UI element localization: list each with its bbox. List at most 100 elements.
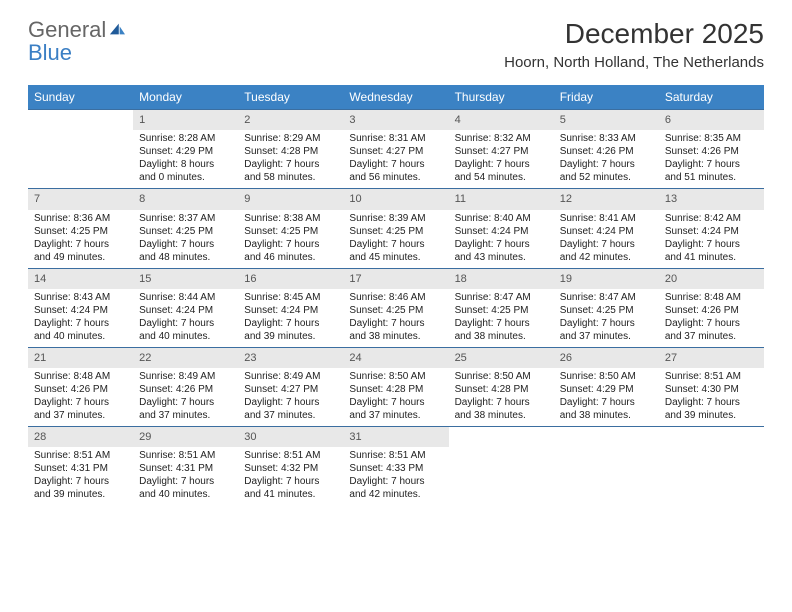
day-number: 1 xyxy=(133,110,238,130)
brand-logo: GeneralBlue xyxy=(28,18,126,64)
sunset-line: Sunset: 4:25 PM xyxy=(349,304,442,317)
sunrise-line: Sunrise: 8:47 AM xyxy=(560,291,653,304)
sunrise-line: Sunrise: 8:35 AM xyxy=(665,132,758,145)
week-row: 28Sunrise: 8:51 AMSunset: 4:31 PMDayligh… xyxy=(28,426,764,505)
day-cell: 20Sunrise: 8:48 AMSunset: 4:26 PMDayligh… xyxy=(659,269,764,347)
sunset-line: Sunset: 4:25 PM xyxy=(349,225,442,238)
day-cell: 19Sunrise: 8:47 AMSunset: 4:25 PMDayligh… xyxy=(554,269,659,347)
day-cell: 6 Sunrise: 8:35 AMSunset: 4:26 PMDaylight… xyxy=(659,110,764,188)
sunset-line: Sunset: 4:25 PM xyxy=(244,225,337,238)
daylight-line: Daylight: 7 hours and 58 minutes. xyxy=(244,158,337,184)
sunset-line: Sunset: 4:28 PM xyxy=(349,383,442,396)
day-number: 12 xyxy=(554,189,659,209)
day-number: 31 xyxy=(343,427,448,447)
sunset-line: Sunset: 4:33 PM xyxy=(349,462,442,475)
sunset-line: Sunset: 4:24 PM xyxy=(139,304,232,317)
day-number: 23 xyxy=(238,348,343,368)
daylight-line: Daylight: 7 hours and 39 minutes. xyxy=(34,475,127,501)
sunset-line: Sunset: 4:28 PM xyxy=(244,145,337,158)
day-cell: 1Sunrise: 8:28 AMSunset: 4:29 PMDaylight… xyxy=(133,110,238,188)
day-number: 18 xyxy=(449,269,554,289)
day-content: Sunrise: 8:49 AMSunset: 4:26 PMDaylight:… xyxy=(133,368,238,426)
daylight-line: Daylight: 7 hours and 38 minutes. xyxy=(560,396,653,422)
sunrise-line: Sunrise: 8:29 AM xyxy=(244,132,337,145)
day-cell: 4Sunrise: 8:32 AMSunset: 4:27 PMDaylight… xyxy=(449,110,554,188)
day-content: Sunrise: 8:44 AMSunset: 4:24 PMDaylight:… xyxy=(133,289,238,347)
sunrise-line: Sunrise: 8:50 AM xyxy=(560,370,653,383)
day-content: Sunrise: 8:37 AMSunset: 4:25 PMDaylight:… xyxy=(133,210,238,268)
daylight-line: Daylight: 7 hours and 37 minutes. xyxy=(349,396,442,422)
day-number: 14 xyxy=(28,269,133,289)
day-content: Sunrise: 8:51 AMSunset: 4:33 PMDaylight:… xyxy=(343,447,448,505)
day-number: 6 xyxy=(659,110,764,130)
day-content: Sunrise: 8:47 AMSunset: 4:25 PMDaylight:… xyxy=(449,289,554,347)
daylight-line: Daylight: 7 hours and 42 minutes. xyxy=(560,238,653,264)
day-number: 29 xyxy=(133,427,238,447)
location-subtitle: Hoorn, North Holland, The Netherlands xyxy=(504,54,764,71)
daylight-line: Daylight: 7 hours and 46 minutes. xyxy=(244,238,337,264)
weekday-header: Monday xyxy=(133,85,238,109)
sunrise-line: Sunrise: 8:43 AM xyxy=(34,291,127,304)
day-content: Sunrise: 8:46 AMSunset: 4:25 PMDaylight:… xyxy=(343,289,448,347)
day-cell: 15Sunrise: 8:44 AMSunset: 4:24 PMDayligh… xyxy=(133,269,238,347)
day-number: 28 xyxy=(28,427,133,447)
day-number: 17 xyxy=(343,269,448,289)
day-number: 5 xyxy=(554,110,659,130)
day-number: 16 xyxy=(238,269,343,289)
title-block: December 2025 Hoorn, North Holland, The … xyxy=(504,18,764,71)
daylight-line: Daylight: 7 hours and 37 minutes. xyxy=(34,396,127,422)
day-cell: 26 Sunrise: 8:50 AMSunset: 4:29 PMDayligh… xyxy=(554,348,659,426)
sunrise-line: Sunrise: 8:37 AM xyxy=(139,212,232,225)
day-number: 9 xyxy=(238,189,343,209)
sunrise-line: Sunrise: 8:47 AM xyxy=(455,291,548,304)
day-number: 22 xyxy=(133,348,238,368)
sunset-line: Sunset: 4:25 PM xyxy=(34,225,127,238)
day-cell: 3Sunrise: 8:31 AMSunset: 4:27 PMDaylight… xyxy=(343,110,448,188)
sunset-line: Sunset: 4:28 PM xyxy=(455,383,548,396)
sunrise-line: Sunrise: 8:32 AM xyxy=(455,132,548,145)
sunset-line: Sunset: 4:31 PM xyxy=(139,462,232,475)
sunset-line: Sunset: 4:26 PM xyxy=(665,145,758,158)
day-number: 11 xyxy=(449,189,554,209)
day-content: Sunrise: 8:47 AMSunset: 4:25 PMDaylight:… xyxy=(554,289,659,347)
day-cell: 18Sunrise: 8:47 AMSunset: 4:25 PMDayligh… xyxy=(449,269,554,347)
daylight-line: Daylight: 7 hours and 42 minutes. xyxy=(349,475,442,501)
week-row: 21Sunrise: 8:48 AMSunset: 4:26 PMDayligh… xyxy=(28,347,764,426)
daylight-line: Daylight: 7 hours and 51 minutes. xyxy=(665,158,758,184)
daylight-line: Daylight: 7 hours and 48 minutes. xyxy=(139,238,232,264)
sunrise-line: Sunrise: 8:31 AM xyxy=(349,132,442,145)
day-content: Sunrise: 8:42 AMSunset: 4:24 PMDaylight:… xyxy=(659,210,764,268)
sunset-line: Sunset: 4:31 PM xyxy=(34,462,127,475)
calendar-grid: SundayMondayTuesdayWednesdayThursdayFrid… xyxy=(28,85,764,505)
week-row: 7Sunrise: 8:36 AMSunset: 4:25 PMDaylight… xyxy=(28,188,764,267)
daylight-line: Daylight: 7 hours and 45 minutes. xyxy=(349,238,442,264)
day-content: Sunrise: 8:50 AMSunset: 4:28 PMDaylight:… xyxy=(343,368,448,426)
sunrise-line: Sunrise: 8:51 AM xyxy=(139,449,232,462)
sunset-line: Sunset: 4:26 PM xyxy=(139,383,232,396)
sunrise-line: Sunrise: 8:48 AM xyxy=(665,291,758,304)
daylight-line: Daylight: 7 hours and 38 minutes. xyxy=(455,396,548,422)
daylight-line: Daylight: 7 hours and 41 minutes. xyxy=(665,238,758,264)
brand-part1: General xyxy=(28,17,106,42)
day-number: 13 xyxy=(659,189,764,209)
day-number: 8 xyxy=(133,189,238,209)
day-number: 10 xyxy=(343,189,448,209)
sunrise-line: Sunrise: 8:46 AM xyxy=(349,291,442,304)
day-content: Sunrise: 8:33 AMSunset: 4:26 PMDaylight:… xyxy=(554,130,659,188)
day-number: 26 xyxy=(554,348,659,368)
day-content: Sunrise: 8:48 AMSunset: 4:26 PMDaylight:… xyxy=(28,368,133,426)
sunset-line: Sunset: 4:30 PM xyxy=(665,383,758,396)
sunrise-line: Sunrise: 8:28 AM xyxy=(139,132,232,145)
day-cell: 11Sunrise: 8:40 AMSunset: 4:24 PMDayligh… xyxy=(449,189,554,267)
daylight-line: Daylight: 7 hours and 40 minutes. xyxy=(139,475,232,501)
day-content: Sunrise: 8:39 AMSunset: 4:25 PMDaylight:… xyxy=(343,210,448,268)
day-content: Sunrise: 8:51 AMSunset: 4:31 PMDaylight:… xyxy=(28,447,133,505)
sunset-line: Sunset: 4:29 PM xyxy=(560,383,653,396)
day-cell xyxy=(659,427,764,505)
sunrise-line: Sunrise: 8:38 AM xyxy=(244,212,337,225)
sunrise-line: Sunrise: 8:39 AM xyxy=(349,212,442,225)
daylight-line: Daylight: 7 hours and 37 minutes. xyxy=(560,317,653,343)
sunset-line: Sunset: 4:24 PM xyxy=(665,225,758,238)
sunset-line: Sunset: 4:26 PM xyxy=(34,383,127,396)
day-content: Sunrise: 8:49 AMSunset: 4:27 PMDaylight:… xyxy=(238,368,343,426)
